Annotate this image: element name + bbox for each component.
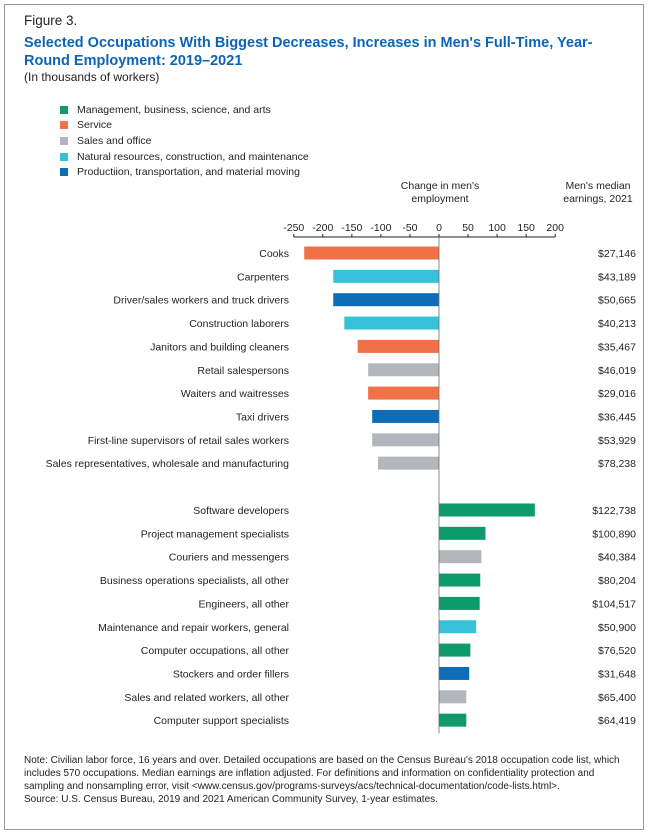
category-label: Stockers and order fillers [173, 668, 289, 680]
category-label: Project management specialists [141, 528, 289, 540]
bar [439, 620, 477, 634]
legend-label: Productiion, transportation, and materia… [77, 166, 300, 179]
x-tick-label: 150 [517, 222, 535, 234]
category-label: Carpenters [237, 271, 289, 283]
bar [439, 526, 486, 540]
legend-label: Service [77, 119, 113, 132]
bar [333, 293, 439, 307]
x-tick-label: 50 [462, 222, 474, 234]
category-label: Business operations specialists, all oth… [100, 575, 290, 587]
legend: Management, business, science, and arts S… [60, 102, 309, 180]
earnings-label: $76,520 [598, 645, 636, 657]
earnings-label: $80,204 [598, 575, 636, 587]
earnings-label: $35,467 [598, 341, 636, 353]
category-label: Computer support specialists [154, 715, 289, 727]
bar [439, 550, 482, 564]
legend-label: Natural resources, construction, and mai… [77, 150, 309, 163]
earnings-label: $27,146 [598, 248, 636, 260]
category-label: Couriers and messengers [169, 552, 289, 564]
earnings-label: $50,665 [598, 295, 636, 307]
x-tick-label: -250 [283, 222, 304, 234]
figure-frame [4, 4, 644, 830]
category-label: Driver/sales workers and truck drivers [113, 295, 289, 307]
earnings-label: $40,213 [598, 318, 636, 330]
earnings-label: $122,738 [592, 505, 636, 517]
bar [368, 386, 439, 400]
earnings-label: $78,238 [598, 458, 636, 470]
x-tick-label: -50 [402, 222, 417, 234]
x-tick-label: 100 [488, 222, 506, 234]
bar [377, 456, 439, 470]
bar [439, 713, 467, 727]
legend-label: Management, business, science, and arts [77, 103, 271, 116]
legend-swatch [60, 168, 68, 177]
category-label: Maintenance and repair workers, general [98, 622, 289, 634]
category-label: Cooks [259, 248, 289, 260]
legend-item-mgmt: Management, business, science, and arts [60, 102, 309, 118]
earnings-label: $40,384 [598, 552, 636, 564]
category-label: Software developers [193, 505, 289, 517]
earnings-label: $64,419 [598, 715, 636, 727]
legend-label: Sales and office [77, 134, 152, 147]
legend-item-production: Productiion, transportation, and materia… [60, 164, 309, 180]
x-tick-label: 0 [436, 222, 442, 234]
category-label: Computer occupations, all other [141, 645, 290, 657]
earnings-label: $100,890 [592, 528, 636, 540]
bar [333, 269, 439, 283]
bar [372, 409, 439, 423]
category-label: Sales and related workers, all other [124, 692, 289, 704]
earnings-label: $36,445 [598, 411, 636, 423]
bar [439, 573, 481, 587]
bar [357, 339, 439, 353]
notes: Note: Civilian labor force, 16 years and… [24, 754, 629, 806]
legend-item-sales: Sales and office [60, 133, 309, 149]
category-label: Retail salespersons [197, 365, 289, 377]
bar [439, 596, 480, 610]
category-label: Waiters and waitresses [181, 388, 289, 400]
bar [304, 246, 439, 260]
legend-swatch [60, 105, 68, 114]
x-tick-label: 200 [546, 222, 564, 234]
x-tick-label: -100 [370, 222, 391, 234]
chart-title: Selected Occupations With Biggest Decrea… [24, 35, 593, 69]
category-label: Engineers, all other [199, 598, 290, 610]
category-label: Construction laborers [189, 318, 289, 330]
change-column-head: Change in men's employment [400, 180, 480, 205]
bar [439, 643, 471, 657]
legend-item-natural: Natural resources, construction, and mai… [60, 149, 309, 165]
figure-label: Figure 3. [24, 13, 78, 28]
earnings-label: $50,900 [598, 622, 636, 634]
category-label: Sales representatives, wholesale and man… [46, 458, 290, 470]
bar [439, 690, 467, 704]
earnings-label: $104,517 [592, 598, 636, 610]
earnings-label: $53,929 [598, 435, 636, 447]
x-tick-label: -200 [312, 222, 333, 234]
bar [372, 433, 439, 447]
earnings-label: $65,400 [598, 692, 636, 704]
earnings-label: $46,019 [598, 365, 636, 377]
category-label: First-line supervisors of retail sales w… [88, 435, 289, 447]
x-tick-label: -150 [341, 222, 362, 234]
earnings-column-head: Men's median earnings, 2021 [563, 180, 633, 205]
earnings-label: $29,016 [598, 388, 636, 400]
earnings-label: $43,189 [598, 271, 636, 283]
category-label: Janitors and building cleaners [150, 341, 289, 353]
note-text: Note: Civilian labor force, 16 years and… [24, 755, 620, 792]
chart-subtitle: (In thousands of workers) [24, 70, 160, 84]
source-text: Source: U.S. Census Bureau, 2019 and 202… [24, 794, 438, 805]
bar [439, 666, 470, 680]
bar [344, 316, 439, 330]
bar [368, 363, 439, 377]
legend-item-service: Service [60, 118, 309, 134]
legend-swatch [60, 136, 68, 145]
legend-swatch [60, 121, 68, 130]
bar [439, 503, 535, 517]
legend-swatch [60, 152, 68, 161]
earnings-label: $31,648 [598, 668, 636, 680]
category-label: Taxi drivers [236, 411, 289, 423]
